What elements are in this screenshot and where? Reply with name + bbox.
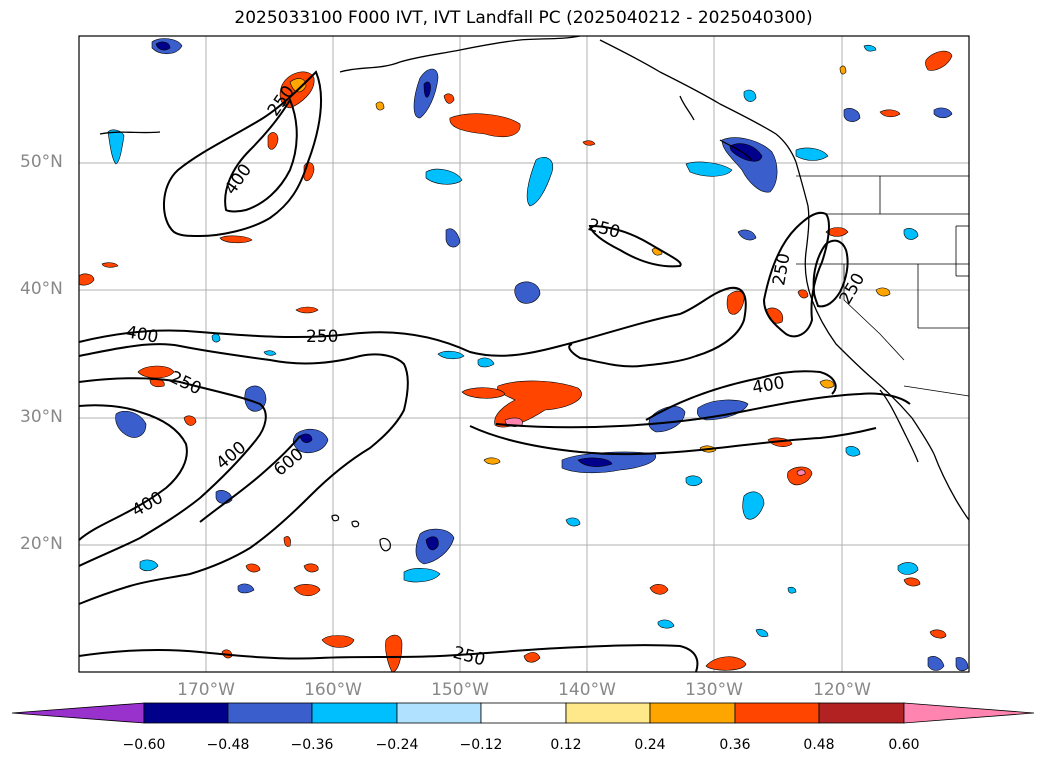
map-title: 2025033100 F000 IVT, IVT Landfall PC (20…	[234, 8, 813, 28]
contour-label-250-e: 250	[306, 327, 338, 347]
borders	[796, 175, 970, 397]
ivt-contours	[78, 70, 911, 673]
lon-label-120w: 120°W	[813, 680, 871, 700]
lon-label-150w: 150°W	[431, 680, 489, 700]
colorbar-tick: −0.24	[375, 737, 419, 753]
positive-anomalies	[78, 50, 953, 673]
colorbar-tick: 0.36	[719, 737, 751, 753]
contour-label-400-d: 400	[213, 438, 251, 474]
contour-label-250-f: 250	[167, 367, 205, 399]
colorbar-extend-high	[903, 702, 1035, 724]
coastlines	[99, 35, 970, 521]
contour-label-250-g: 250	[451, 643, 488, 671]
colorbar	[11, 702, 1035, 724]
colorbar-tick: −0.36	[290, 737, 334, 753]
lat-label-40n: 40°N	[20, 279, 63, 299]
lon-label-130w: 130°W	[685, 680, 743, 700]
colorbar-segment	[734, 702, 820, 724]
colorbar-segment	[227, 702, 313, 724]
contour-label-250-c: 250	[769, 252, 794, 287]
lon-label-160w: 160°W	[304, 680, 362, 700]
contour-label-400-b: 400	[124, 322, 159, 347]
colorbar-tick: 0.12	[550, 737, 582, 753]
contour-label-400-c: 400	[751, 373, 786, 398]
map-frame	[78, 35, 970, 673]
colorbar-segment	[649, 702, 736, 724]
colorbar-extend-low	[11, 702, 145, 724]
lat-label-50n: 50°N	[20, 152, 63, 172]
contour-label-250-d: 250	[836, 270, 870, 308]
colorbar-tick: −0.12	[459, 737, 503, 753]
colorbar-tick: 0.48	[803, 737, 835, 753]
negative-anomalies	[107, 38, 969, 672]
colorbar-segment	[818, 702, 905, 724]
lat-label-30n: 30°N	[20, 407, 63, 427]
contour-label-250-b: 250	[586, 215, 623, 243]
colorbar-segment	[143, 702, 229, 724]
lon-label-170w: 170°W	[177, 680, 235, 700]
colorbar-tick: 0.24	[634, 737, 666, 753]
lat-label-20n: 20°N	[20, 534, 63, 554]
colorbar-segment	[311, 702, 398, 724]
colorbar-tick: −0.60	[122, 737, 166, 753]
colorbar-segment	[480, 702, 567, 724]
colorbar-segment	[396, 702, 482, 724]
colorbar-segment	[565, 702, 651, 724]
colorbar-tick: 0.60	[888, 737, 920, 753]
colorbar-tick: −0.48	[206, 737, 250, 753]
lon-label-140w: 140°W	[558, 680, 616, 700]
